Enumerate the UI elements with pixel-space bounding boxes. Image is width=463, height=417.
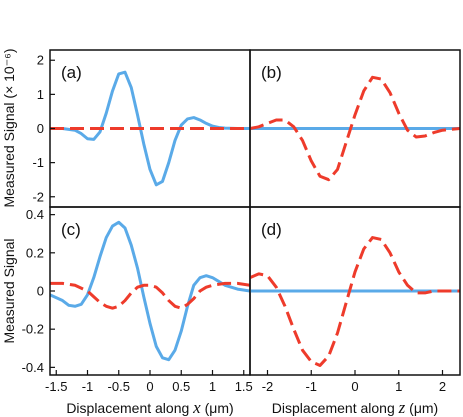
y-axis-label-top: Measured Signal (× 10⁻⁶) xyxy=(1,48,17,207)
y-tick-label: 2 xyxy=(37,53,44,68)
panel-b: (b) xyxy=(249,49,461,208)
x-tick-label: 0 xyxy=(351,379,358,394)
y-tick-label: 0 xyxy=(37,121,44,136)
x-tick-label: 1.5 xyxy=(235,379,253,394)
series-red-line xyxy=(250,236,460,367)
panel-label: (b) xyxy=(261,63,282,82)
series-blue-line xyxy=(50,70,250,187)
series-blue-line xyxy=(50,220,250,362)
y-tick-label: 0 xyxy=(37,284,44,299)
x-tick-label: -0.5 xyxy=(108,379,130,394)
series-red-line xyxy=(50,281,250,310)
y-tick-label: -1 xyxy=(32,155,44,170)
y-tick-label: 0.4 xyxy=(26,207,44,222)
panel-label: (c) xyxy=(61,220,81,239)
x-tick-label: -2 xyxy=(262,379,274,394)
y-tick-label: 0.2 xyxy=(26,245,44,260)
x-tick-label: 0 xyxy=(146,379,153,394)
x-axis-label-right: Displacement along z (μm) xyxy=(272,398,438,417)
x-tick-label: 1 xyxy=(209,379,216,394)
x-axis-label-left: Displacement along x (μm) xyxy=(66,398,233,417)
series-red-line xyxy=(250,75,460,182)
y-tick-label: -0.2 xyxy=(22,322,44,337)
x-tick-label: 1 xyxy=(395,379,402,394)
y-tick-label: 1 xyxy=(37,87,44,102)
x-tick-label: -1.5 xyxy=(45,379,67,394)
panel-a: 2 1 0 -1 -2 (a) xyxy=(32,49,251,208)
panel-label: (a) xyxy=(61,63,82,82)
x-tick-label: 2 xyxy=(439,379,446,394)
y-axis-label-bottom: Measured Signal xyxy=(1,238,17,343)
panel-d: -2 -1 0 1 2 (d) xyxy=(249,206,461,394)
y-tick-label: -2 xyxy=(32,189,44,204)
y-tick-label: -0.4 xyxy=(22,360,44,375)
x-tick-label: -1 xyxy=(305,379,317,394)
x-tick-label: -1 xyxy=(82,379,94,394)
x-tick-label: 0.5 xyxy=(172,379,190,394)
panel-label: (d) xyxy=(261,220,282,239)
panel-c: 0.4 0.2 0 -0.2 -0.4-1.5 -1 -0.5 0 0.5 1 1.5 (c) xyxy=(22,206,253,394)
